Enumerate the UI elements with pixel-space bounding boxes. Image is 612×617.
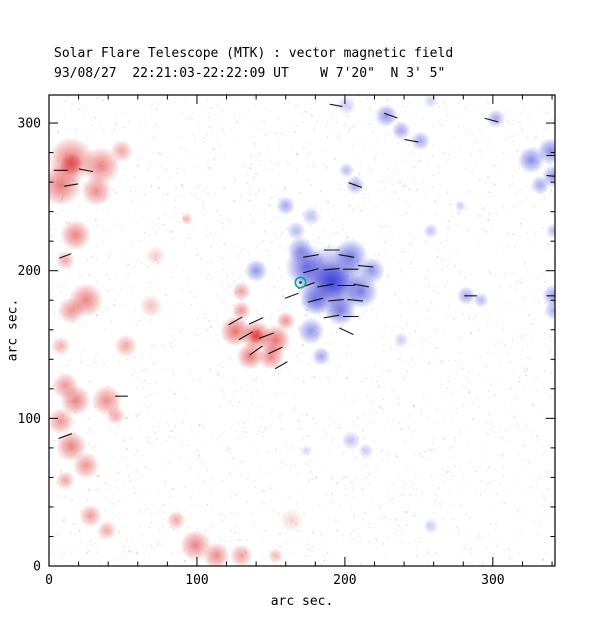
y-tick-label: 0 bbox=[33, 560, 41, 575]
field-layer bbox=[49, 95, 555, 566]
axes-frame bbox=[48, 94, 556, 567]
x-tick-label: 0 bbox=[45, 573, 53, 588]
y-tick-label: 200 bbox=[18, 264, 41, 279]
y-axis-label: arc sec. bbox=[5, 298, 21, 362]
x-axis-label: arc sec. bbox=[270, 594, 334, 609]
flare-marker bbox=[294, 276, 307, 289]
y-tick-label: 300 bbox=[18, 117, 41, 132]
x-tick-label: 200 bbox=[333, 573, 356, 588]
plot-title: Solar Flare Telescope (MTK) : vector mag… bbox=[54, 46, 454, 61]
y-tick-label: 100 bbox=[18, 412, 41, 427]
x-tick-label: 100 bbox=[185, 573, 208, 588]
plot-subtitle: 93/08/27 22:21:03-22:22:09 UT W 7'20" N … bbox=[54, 66, 446, 81]
x-tick-label: 300 bbox=[481, 573, 504, 588]
